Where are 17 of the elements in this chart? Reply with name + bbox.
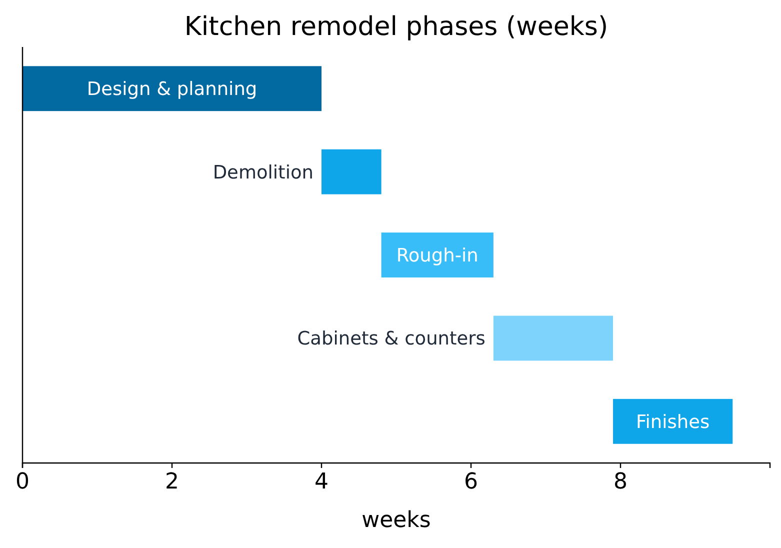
- x-tick-label: 6: [464, 470, 478, 495]
- chart-title: Kitchen remodel phases (weeks): [184, 12, 608, 42]
- y-tick-label: Finishes: [636, 412, 710, 433]
- bar: [381, 232, 494, 278]
- x-tick-label: 2: [165, 470, 179, 495]
- bar: [22, 66, 322, 112]
- x-axis-title: weeks: [362, 508, 431, 533]
- bar: [322, 149, 382, 194]
- bar: [493, 316, 614, 361]
- x-tick-label: 0: [16, 470, 30, 495]
- y-tick-label: Cabinets & counters: [297, 328, 486, 350]
- y-tick-label: Demolition: [212, 162, 314, 184]
- x-tick-label: 8: [614, 470, 628, 495]
- y-tick-label: Design & planning: [86, 79, 258, 100]
- bar: [613, 398, 733, 444]
- y-tick-label: Rough-in: [396, 245, 478, 266]
- x-tick-label: 4: [314, 470, 328, 495]
